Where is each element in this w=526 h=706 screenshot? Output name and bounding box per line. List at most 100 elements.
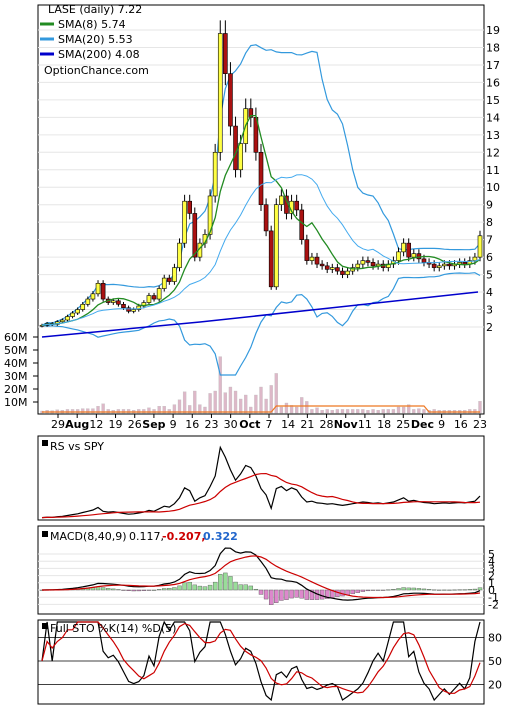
volume-bar — [91, 408, 95, 414]
candle-body — [80, 303, 86, 310]
rs-panel — [37, 435, 485, 521]
x-tick-label: Aug — [65, 418, 89, 431]
volume-bar — [228, 386, 233, 414]
macd-histogram-bar — [116, 589, 121, 591]
rs-title: RS vs SPY — [50, 440, 104, 453]
macd-histogram-bar — [447, 589, 452, 591]
volume-bar — [279, 406, 284, 414]
macd-histogram-bar — [121, 589, 126, 591]
volume-bar — [147, 407, 151, 414]
macd-histogram-bar — [238, 584, 243, 591]
candle-body — [70, 312, 75, 317]
volume-bar — [305, 401, 309, 414]
volume-bar — [162, 406, 166, 414]
volume-bar — [233, 390, 238, 414]
macd-histogram-bar — [477, 587, 483, 591]
candle-body — [401, 242, 406, 253]
candle-body — [177, 242, 182, 268]
macd-histogram-bar — [406, 587, 411, 591]
candle-body — [116, 300, 121, 305]
macd-histogram-bar — [182, 582, 187, 591]
volume-bar — [264, 398, 268, 414]
macd-histogram-bar — [268, 589, 274, 605]
bollinger-lower — [41, 272, 481, 376]
candle-body — [248, 108, 254, 118]
volume-bar — [167, 409, 171, 414]
macd-histogram-bar — [386, 589, 391, 591]
candle-body — [304, 239, 310, 261]
macd-histogram-bar — [284, 589, 289, 600]
macd-histogram-bar — [177, 585, 182, 591]
macd-signal-line — [42, 555, 481, 599]
macd-histogram-bar — [131, 589, 136, 592]
price-tick-label: 18 — [486, 41, 500, 54]
macd-histogram-value: 0.322 — [203, 530, 238, 543]
macd-histogram-bar — [421, 588, 427, 591]
candle-body — [299, 209, 305, 240]
candle-body — [431, 263, 437, 268]
macd-histogram-bar — [151, 589, 157, 591]
macd-histogram-bar — [426, 589, 432, 591]
macd-title-prefix: MACD(8,40,9) — [50, 530, 127, 543]
volume-bar — [208, 393, 212, 414]
volume-bar — [157, 406, 161, 414]
volume-bar — [340, 409, 345, 414]
candle-body — [258, 151, 264, 206]
volume-bar — [223, 392, 227, 414]
x-tick-label: 19 — [109, 418, 123, 431]
x-tick-label: 7 — [266, 418, 273, 431]
macd-histogram-bar — [289, 589, 294, 599]
volume-bar — [188, 405, 192, 414]
legend-sma20: SMA(20) 5.53 — [58, 33, 133, 46]
candle-body — [121, 303, 126, 309]
sto-tick-label: 20 — [488, 678, 502, 691]
price-tick-label: 14 — [486, 111, 500, 124]
candle-body — [233, 125, 238, 171]
x-tick-label: 28 — [320, 418, 334, 431]
macd-tick-label: 5 — [488, 548, 495, 561]
volume-bar — [417, 408, 421, 414]
macd-histogram-bar — [212, 581, 218, 591]
sto-title: Full STO %K(14) %D(5) — [50, 622, 176, 635]
volume-bar — [172, 404, 177, 414]
macd-histogram-bar — [381, 589, 386, 591]
volume-bar — [101, 403, 105, 414]
chart-title: LASE (daily) 7.22 — [48, 3, 142, 16]
candle-body — [406, 242, 411, 258]
price-tick-label: 12 — [486, 146, 500, 159]
x-tick-label: Nov — [334, 418, 359, 431]
candle-body — [335, 267, 340, 272]
macd-tick-label: 0 — [488, 584, 495, 597]
volume-bar — [182, 391, 187, 414]
volume-bar — [152, 409, 156, 414]
macd-histogram-bar — [309, 589, 315, 600]
volume-bar — [274, 373, 278, 414]
candle-body — [228, 73, 233, 127]
macd-histogram-bar — [248, 585, 254, 591]
candle-body — [355, 263, 361, 268]
candle-body — [436, 265, 442, 268]
candle-body — [294, 200, 299, 211]
rs-average-line — [41, 472, 481, 519]
macd-histogram-bar — [294, 589, 299, 598]
macd-tick-label: 2 — [488, 570, 495, 583]
x-tick-label: 18 — [377, 418, 391, 431]
x-tick-label: 25 — [396, 418, 410, 431]
volume-bar — [300, 397, 304, 414]
volume-bar — [249, 406, 253, 414]
macd-tick-label: 1 — [488, 577, 495, 590]
candle-body — [182, 200, 187, 244]
candle-body — [131, 309, 136, 312]
macd-histogram-bar — [355, 589, 360, 593]
candle-body — [95, 283, 101, 295]
price-tick-label: 16 — [486, 76, 500, 89]
macd-histogram-bar — [162, 588, 167, 591]
volume-bar — [269, 385, 273, 414]
macd-histogram-bar — [472, 588, 478, 591]
price-tick-label: 10 — [486, 181, 500, 194]
candle-body — [442, 263, 447, 267]
volume-bar — [366, 410, 370, 414]
macd-histogram-bar — [411, 587, 416, 591]
candle-body — [370, 262, 376, 267]
x-tick-label: 9 — [438, 418, 445, 431]
